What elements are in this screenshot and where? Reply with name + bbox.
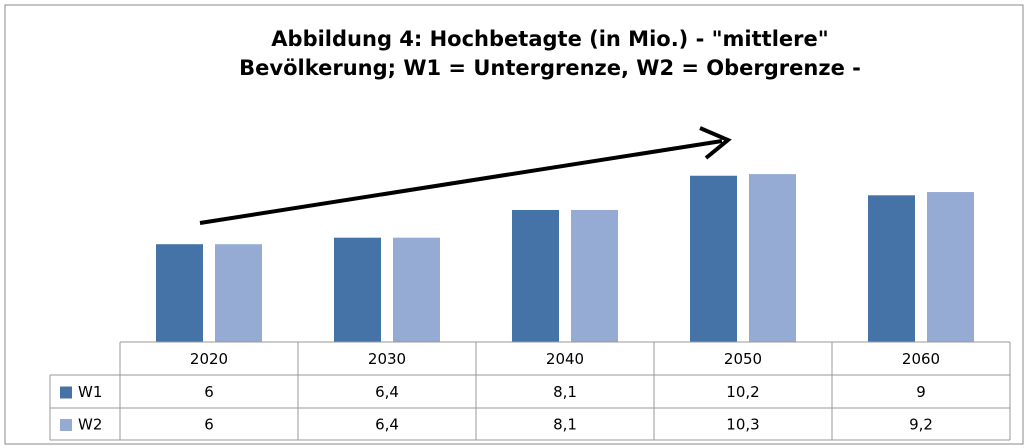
- chart-title: Abbildung 4: Hochbetagte (in Mio.) - "mi…: [271, 27, 828, 51]
- legend-label: W1: [78, 383, 102, 401]
- legend-swatch: [60, 386, 72, 399]
- value-label: 10,2: [726, 383, 759, 401]
- bar: [571, 209, 618, 342]
- bar: [215, 244, 262, 342]
- trend-arrow: [199, 126, 732, 225]
- bar: [512, 209, 559, 342]
- value-label: 6: [204, 416, 214, 434]
- value-label: 9,2: [909, 416, 933, 434]
- bar: [156, 244, 203, 342]
- bar: [690, 175, 737, 342]
- chart-frame: [4, 4, 1024, 445]
- value-label: 6,4: [375, 416, 399, 434]
- arrow-line: [199, 139, 723, 225]
- bar: [393, 237, 440, 342]
- value-label: 8,1: [553, 383, 577, 401]
- value-label: 9: [916, 383, 926, 401]
- arrow-head: [699, 126, 732, 160]
- category-label: 2030: [368, 350, 406, 368]
- value-label: 10,3: [726, 416, 759, 434]
- chart-title: Bevölkerung; W1 = Untergrenze, W2 = Ober…: [239, 56, 861, 80]
- category-label: 2040: [546, 350, 584, 368]
- legend-swatch: [60, 419, 72, 431]
- category-label: 2050: [724, 350, 762, 368]
- category-label: 2020: [190, 350, 228, 368]
- value-label: 6,4: [375, 383, 399, 401]
- value-label: 8,1: [553, 416, 577, 434]
- bar: [927, 192, 974, 342]
- legend-label: W2: [78, 416, 102, 434]
- value-label: 6: [204, 383, 214, 401]
- category-label: 2060: [902, 350, 940, 368]
- bar: [749, 174, 796, 342]
- bar: [334, 237, 381, 342]
- bar: [868, 195, 915, 342]
